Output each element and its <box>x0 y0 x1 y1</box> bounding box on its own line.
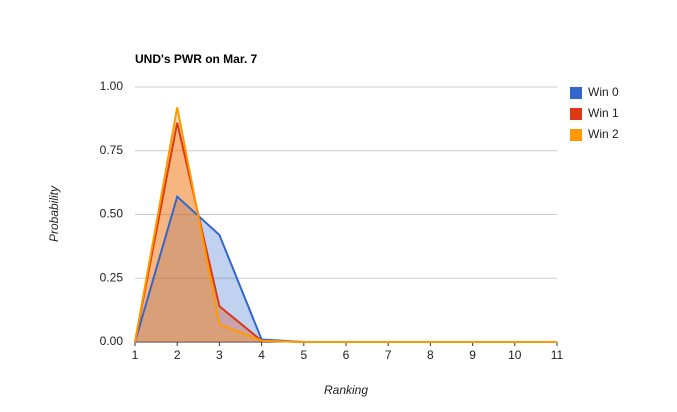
x-tick-label: 7 <box>385 348 392 362</box>
line <box>134 107 557 343</box>
y-tick-label: 0.75 <box>100 143 124 157</box>
x-tick-label: 8 <box>427 348 434 362</box>
area-fill <box>135 196 557 342</box>
x-tick-label: 10 <box>508 348 522 362</box>
x-tick-label: 11 <box>551 348 564 362</box>
legend-label: Win 1 <box>588 106 619 120</box>
y-tick-label: 1.00 <box>100 79 124 93</box>
legend-label: Win 2 <box>588 127 619 141</box>
x-tick-label: 2 <box>174 348 181 362</box>
legend-swatch <box>570 129 582 141</box>
y-tick-label: 0.00 <box>100 334 124 348</box>
x-tick-label: 1 <box>132 348 139 362</box>
y-axis-title: Probability <box>47 185 61 242</box>
x-tick-label: 9 <box>469 348 476 362</box>
y-tick-label: 0.25 <box>100 270 124 284</box>
area-fill <box>135 122 557 342</box>
x-tick-label: 4 <box>258 348 265 362</box>
x-tick-label: 5 <box>300 348 307 362</box>
area-fill <box>135 107 557 343</box>
x-tick-label: 6 <box>343 348 350 362</box>
legend-swatch <box>570 87 582 99</box>
legend-swatch <box>570 108 582 120</box>
x-axis-title: Ranking <box>324 383 368 397</box>
legend-label: Win 0 <box>588 85 619 99</box>
chart-title: UND's PWR on Mar. 7 <box>135 52 258 66</box>
y-tick-label: 0.50 <box>100 207 124 221</box>
x-tick-label: 3 <box>216 348 223 362</box>
